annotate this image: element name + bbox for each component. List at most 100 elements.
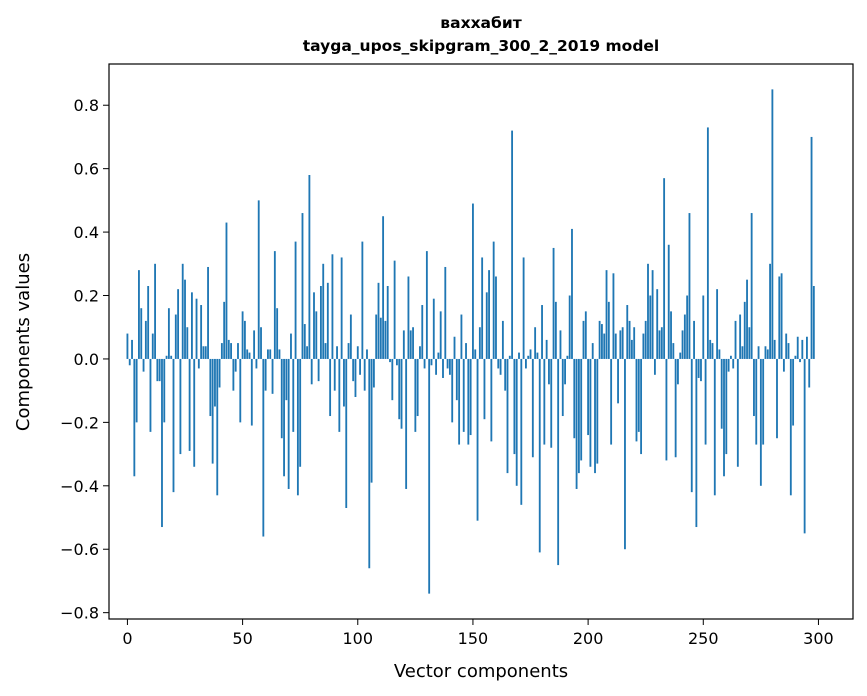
bar	[458, 358, 461, 445]
bar	[649, 295, 652, 359]
bar	[140, 308, 143, 359]
bar	[382, 216, 385, 359]
bar	[128, 358, 131, 366]
bar	[732, 358, 735, 369]
bar	[575, 358, 578, 489]
x-tick-label: 250	[688, 629, 719, 648]
bar	[688, 213, 691, 359]
bar	[165, 355, 168, 359]
bar	[191, 292, 193, 359]
bar	[172, 358, 175, 493]
plot-frame	[108, 63, 854, 620]
bar	[497, 358, 500, 369]
x-tick-label: 0	[122, 629, 132, 648]
bar	[630, 339, 633, 359]
bar	[663, 178, 666, 359]
bar	[741, 346, 744, 359]
bar	[409, 330, 412, 359]
bar	[322, 263, 325, 359]
bar	[757, 346, 760, 359]
bar	[280, 358, 283, 439]
bar	[271, 358, 274, 394]
bar	[448, 358, 451, 375]
bar	[769, 263, 771, 359]
bar	[308, 175, 311, 359]
bar	[796, 336, 799, 359]
bar	[568, 295, 571, 359]
bar	[384, 320, 387, 359]
bar	[658, 330, 661, 359]
bar	[621, 327, 624, 359]
bar	[262, 358, 265, 537]
bar	[577, 358, 580, 474]
bar	[619, 330, 622, 359]
bar	[561, 358, 564, 417]
bar	[398, 358, 401, 420]
y-tick-label: 0.6	[74, 160, 99, 179]
y-tick-label: 0.2	[74, 287, 99, 306]
bar	[216, 358, 219, 496]
y-tick-label: −0.6	[60, 540, 99, 559]
bar	[695, 358, 698, 528]
bar	[405, 358, 408, 489]
bar	[207, 266, 209, 359]
bar	[313, 292, 315, 359]
bar	[511, 130, 514, 359]
bar	[315, 311, 318, 359]
bar	[610, 358, 613, 445]
bar-series	[126, 89, 815, 594]
bar	[338, 358, 341, 432]
bar	[423, 358, 426, 369]
bar	[582, 320, 585, 359]
bar	[603, 333, 606, 359]
bar	[372, 358, 375, 388]
bar	[151, 333, 154, 359]
bar	[626, 305, 629, 359]
bar	[193, 358, 196, 467]
bar	[273, 251, 276, 359]
x-axis-ticks: 0 50 100 150 200 250 300	[122, 619, 834, 648]
bar	[435, 358, 437, 375]
bar	[181, 263, 184, 359]
bar	[144, 320, 147, 359]
bar	[481, 257, 484, 359]
bar	[292, 358, 295, 432]
bar	[490, 358, 493, 442]
bar	[483, 358, 486, 420]
bar	[488, 270, 490, 359]
x-tick-label: 50	[232, 629, 252, 648]
bar	[232, 358, 235, 391]
bar	[467, 358, 470, 445]
bar	[437, 352, 440, 359]
bar	[269, 349, 272, 359]
bar	[267, 349, 269, 359]
bar	[529, 349, 532, 359]
bar	[453, 336, 456, 359]
bar	[697, 358, 700, 378]
bar	[294, 241, 297, 359]
bar	[647, 263, 649, 359]
bar	[727, 358, 730, 372]
bar	[706, 127, 709, 359]
bar	[260, 327, 262, 359]
bar	[402, 330, 405, 359]
bar	[504, 358, 507, 391]
bar	[485, 292, 488, 359]
bar	[407, 276, 410, 359]
bar	[474, 349, 477, 359]
bar	[465, 343, 467, 359]
bar	[472, 203, 474, 359]
chart-title: ваххабит	[440, 14, 521, 32]
bar	[506, 358, 509, 474]
bar	[624, 358, 626, 550]
bar	[147, 286, 150, 359]
bar	[660, 327, 663, 359]
bar	[197, 358, 200, 369]
bar	[492, 241, 495, 359]
bar	[670, 311, 672, 359]
bar	[227, 339, 230, 359]
bar	[149, 358, 152, 432]
bar	[534, 327, 537, 359]
bar	[785, 333, 788, 359]
bar	[432, 298, 435, 359]
